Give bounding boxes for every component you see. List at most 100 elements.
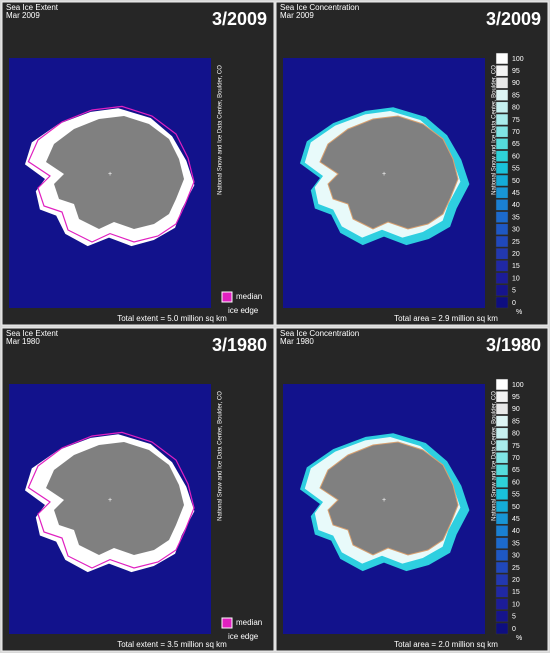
- legend-label: ice edge: [228, 306, 259, 315]
- scale-label: 20: [512, 577, 520, 584]
- scale-swatch: [495, 427, 509, 440]
- footer: Total extent = 3.5 million sq km: [117, 640, 227, 649]
- antarctica: [46, 116, 184, 229]
- scale-unit: %: [516, 635, 522, 642]
- scale-swatch: [495, 573, 509, 586]
- scale-swatch: [495, 101, 509, 114]
- footer: Total extent = 5.0 million sq km: [117, 314, 227, 323]
- scale-label: 55: [512, 166, 520, 173]
- scale-label: 60: [512, 153, 520, 160]
- scale-label: 95: [512, 68, 520, 75]
- scale-swatch: [495, 150, 509, 162]
- scale-label: 100: [512, 56, 524, 63]
- scale-swatch: [495, 272, 509, 284]
- panel-subtitle: Mar 1980: [6, 337, 40, 346]
- scale-label: 70: [512, 129, 520, 136]
- scale-swatch: [495, 476, 509, 488]
- scale-swatch: [495, 89, 509, 101]
- scale-label: 5: [512, 288, 516, 295]
- scale-swatch: [495, 598, 509, 610]
- scale-swatch: [495, 390, 509, 403]
- scale-label: 100: [512, 382, 524, 389]
- scale-label: 10: [512, 275, 520, 282]
- scale-swatch: [495, 403, 509, 415]
- scale-unit: %: [516, 309, 522, 316]
- panel-date: 3/1980: [486, 335, 541, 355]
- pole-marker: +: [382, 171, 386, 178]
- scale-label: 65: [512, 467, 520, 474]
- scale-swatch: [495, 247, 509, 260]
- scale-label: 40: [512, 202, 520, 209]
- scale-label: 10: [512, 601, 520, 608]
- scale-label: 65: [512, 141, 520, 148]
- scale-swatch: [495, 296, 509, 309]
- antarctica: [46, 442, 184, 555]
- scale-swatch: [495, 260, 509, 272]
- legend-label: median: [236, 618, 262, 627]
- scale-swatch: [495, 174, 509, 187]
- scale-label: 30: [512, 227, 520, 234]
- scale-swatch: [495, 415, 509, 427]
- scale-swatch: [495, 235, 509, 248]
- footer: Total area = 2.0 million sq km: [394, 640, 498, 649]
- panel-title: Sea Ice Concentration: [280, 3, 359, 12]
- scale-label: 15: [512, 589, 520, 596]
- scale-swatch: [495, 464, 509, 476]
- scale-swatch: [495, 186, 509, 199]
- scale-label: 5: [512, 614, 516, 621]
- scale-label: 95: [512, 394, 520, 401]
- scale-label: 85: [512, 92, 520, 99]
- panel-date: 3/2009: [212, 9, 267, 29]
- pole-marker: +: [108, 171, 112, 178]
- panel-subtitle: Mar 1980: [280, 337, 314, 346]
- footer: Total area = 2.9 million sq km: [394, 314, 498, 323]
- antarctica: [319, 441, 459, 556]
- panel-subtitle: Mar 2009: [280, 11, 314, 20]
- panel-title: Sea Ice Extent: [6, 3, 59, 12]
- legend-swatch: [221, 291, 233, 303]
- scale-label: 45: [512, 516, 520, 523]
- scale-label: 80: [512, 105, 520, 112]
- scale-swatch: [495, 549, 509, 562]
- scale-label: 80: [512, 431, 520, 438]
- scale-swatch: [495, 199, 509, 211]
- legend-label: median: [236, 292, 262, 301]
- antarctica: [319, 115, 459, 230]
- scale-label: 25: [512, 239, 520, 246]
- scale-label: 20: [512, 251, 520, 258]
- scale-swatch: [495, 162, 509, 175]
- legend-swatch: [221, 617, 233, 629]
- scale-label: 75: [512, 443, 520, 450]
- scale-label: 40: [512, 528, 520, 535]
- scale-swatch: [495, 488, 509, 501]
- credit: National Snow and Ice Data Center, Bould…: [492, 391, 498, 521]
- scale-swatch: [495, 138, 509, 150]
- scale-label: 90: [512, 406, 520, 413]
- scale-label: 70: [512, 455, 520, 462]
- scale-swatch: [495, 211, 509, 223]
- scale-label: 85: [512, 418, 520, 425]
- scale-label: 30: [512, 553, 520, 560]
- scale-swatch: [495, 561, 509, 574]
- scale-label: 15: [512, 263, 520, 270]
- scale-label: 60: [512, 479, 520, 486]
- panel-title: Sea Ice Extent: [6, 329, 59, 338]
- scale-swatch: [495, 586, 509, 598]
- scale-swatch: [495, 537, 509, 549]
- panel-date: 3/1980: [212, 335, 267, 355]
- scale-swatch: [495, 378, 509, 391]
- scale-label: 50: [512, 178, 520, 185]
- scale-swatch: [495, 77, 509, 89]
- median-ice-edge: [27, 105, 195, 243]
- scale-swatch: [495, 525, 509, 537]
- scale-label: 35: [512, 214, 520, 221]
- pole-marker: +: [382, 497, 386, 504]
- scale-label: 35: [512, 540, 520, 547]
- scale-swatch: [495, 622, 509, 635]
- credit: National Snow and Ice Data Center, Bould…: [218, 65, 224, 195]
- median-ice-edge: [27, 431, 195, 569]
- credit: National Snow and Ice Data Center, Bould…: [218, 391, 224, 521]
